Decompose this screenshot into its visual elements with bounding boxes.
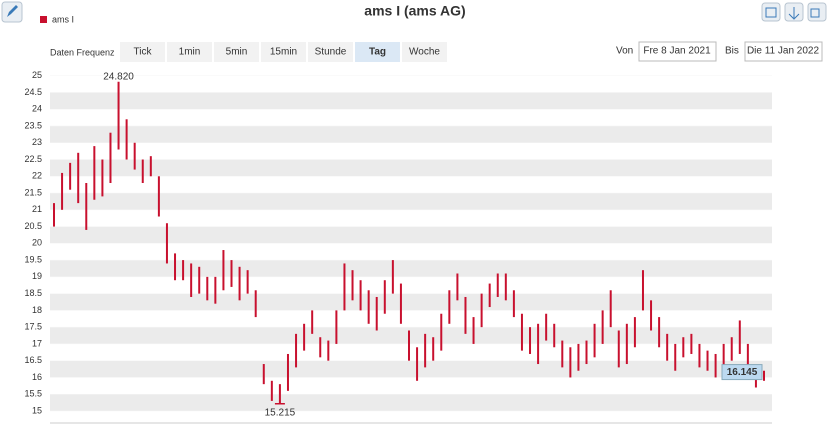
frequency-button[interactable]: [261, 42, 306, 62]
frequency-button[interactable]: [120, 42, 165, 62]
from-input[interactable]: [638, 41, 717, 62]
frequency-label: Woche: [409, 47, 440, 58]
frequency-button[interactable]: [355, 42, 400, 62]
grid-band: [50, 159, 772, 177]
frequency-button[interactable]: [167, 42, 212, 62]
from-label: Von: [616, 46, 633, 57]
grid-band: [50, 360, 772, 378]
to-input[interactable]: [744, 41, 823, 62]
grid-band: [50, 293, 772, 311]
y-tick-label: 19.5: [24, 254, 42, 264]
frequency-button[interactable]: [308, 42, 353, 62]
y-tick-label: 21: [32, 204, 42, 214]
print-button[interactable]: [761, 2, 781, 22]
grid-band: [50, 193, 772, 210]
y-tick-label: 20.5: [24, 221, 42, 231]
y-tick-label: 25: [32, 70, 42, 80]
frequency-label: 15min: [270, 47, 297, 58]
y-tick-label: 19: [32, 271, 42, 281]
y-tick-label: 20: [32, 238, 42, 248]
to-date: Die 11 Jan 2022: [747, 46, 820, 57]
y-tick-label: 24.5: [24, 87, 42, 97]
y-tick-label: 17.5: [24, 322, 42, 332]
max-label: 24.820: [103, 71, 134, 82]
y-tick-label: 15: [32, 405, 42, 415]
y-tick-label: 15.5: [24, 389, 42, 399]
frequency-label: Daten Frequenz: [50, 47, 115, 57]
grid-band: [50, 226, 772, 244]
to-label: Bis: [725, 46, 739, 57]
from-date: Fre 8 Jan 2021: [643, 46, 711, 57]
min-label: 15.215: [265, 407, 296, 418]
y-tick-label: 22.5: [24, 154, 42, 164]
y-tick-label: 24: [32, 104, 42, 114]
frequency-label: Tag: [369, 47, 386, 58]
chart-title: ams I (ams AG): [364, 3, 465, 19]
pencil-icon: [7, 5, 18, 17]
frequency-button[interactable]: [214, 42, 259, 62]
y-tick-label: 21.5: [24, 187, 42, 197]
grid-band: [50, 327, 772, 344]
grid-band: [50, 92, 772, 110]
y-tick-label: 18: [32, 305, 42, 315]
grid-band: [50, 260, 772, 277]
grid-band: [50, 125, 772, 143]
legend-label: ams I: [52, 14, 74, 24]
frequency-label: Stunde: [315, 47, 347, 58]
last-box: [721, 364, 763, 381]
y-tick-label: 18.5: [24, 288, 42, 298]
legend-swatch: [40, 16, 47, 23]
y-tick-label: 16: [32, 372, 42, 382]
last-label: 16.145: [727, 367, 758, 378]
frequency-label: 1min: [179, 47, 201, 58]
y-tick-label: 16.5: [24, 355, 42, 365]
y-tick-label: 23: [32, 137, 42, 147]
frequency-label: 5min: [226, 47, 248, 58]
frequency-label: Tick: [134, 47, 153, 58]
grid-band: [50, 394, 772, 411]
y-tick-label: 17: [32, 338, 42, 348]
y-tick-label: 23.5: [24, 120, 42, 130]
frequency-button[interactable]: [402, 42, 447, 62]
toolbar-icons: [765, 7, 820, 20]
y-tick-label: 22: [32, 171, 42, 181]
